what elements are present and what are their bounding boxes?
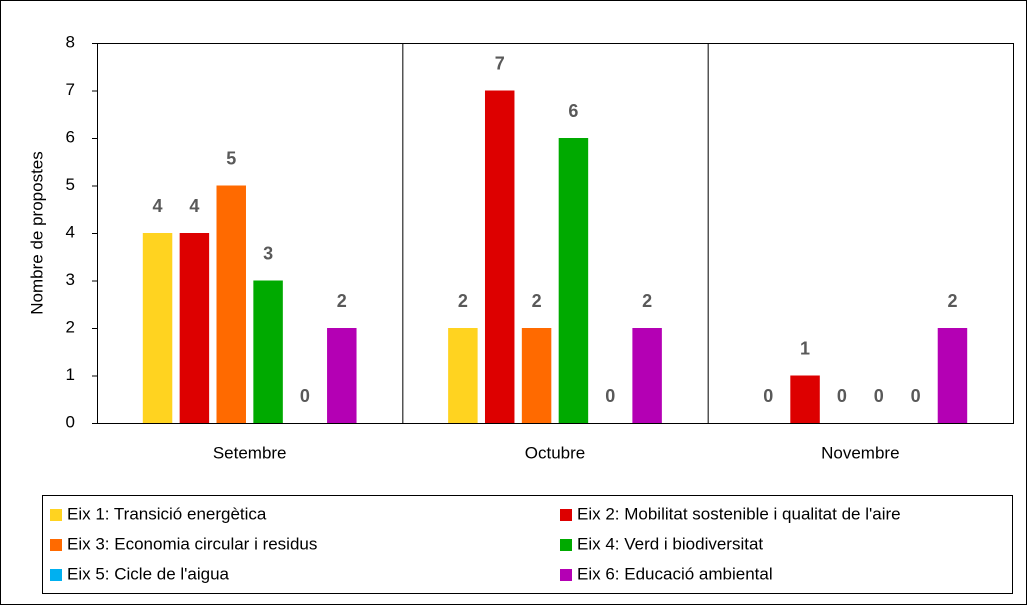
legend-label: Eix 1: Transició energètica: [67, 504, 267, 523]
data-label: 4: [189, 196, 199, 216]
data-label: 0: [874, 386, 884, 406]
legend-label: Eix 4: Verd i biodiversitat: [577, 534, 763, 553]
legend-label: Eix 6: Educació ambiental: [577, 564, 773, 583]
legend-label: Eix 2: Mobilitat sostenible i qualitat d…: [577, 504, 901, 523]
x-tick-label: Novembre: [821, 443, 899, 462]
y-tick-label: 7: [66, 80, 75, 99]
legend-swatch: [50, 569, 62, 581]
legend-label: Eix 3: Economia circular i residus: [67, 534, 317, 553]
bar: [937, 328, 968, 423]
y-tick-label: 5: [66, 175, 75, 194]
data-label: 3: [263, 243, 273, 263]
bar: [142, 233, 173, 423]
data-label: 2: [532, 291, 542, 311]
legend-swatch: [50, 509, 62, 521]
y-tick-label: 8: [66, 32, 75, 51]
data-label: 0: [911, 386, 921, 406]
bar: [484, 90, 515, 423]
y-tick-label: 0: [66, 412, 75, 431]
y-tick-label: 1: [66, 365, 75, 384]
y-tick-label: 4: [66, 222, 75, 241]
data-label: 0: [837, 386, 847, 406]
y-tick-label: 3: [66, 270, 75, 289]
data-label: 2: [947, 291, 957, 311]
data-label: 7: [495, 53, 505, 73]
y-axis-label: Nombre de propostes: [27, 151, 46, 314]
data-label: 0: [300, 386, 310, 406]
legend-swatch: [560, 539, 572, 551]
bar: [558, 138, 589, 423]
bar: [521, 328, 552, 423]
x-tick-label: Setembre: [213, 443, 287, 462]
data-label: 4: [153, 196, 163, 216]
legend-label: Eix 5: Cicle de l'aigua: [67, 564, 230, 583]
y-tick-label: 2: [66, 317, 75, 336]
data-label: 1: [800, 338, 810, 358]
data-label: 0: [605, 386, 615, 406]
plot-border: [97, 43, 1014, 424]
data-label: 2: [337, 291, 347, 311]
legend-border: [42, 495, 1013, 594]
data-label: 2: [458, 291, 468, 311]
data-label: 5: [226, 148, 236, 168]
legend-swatch: [560, 569, 572, 581]
data-label: 6: [568, 101, 578, 121]
data-label: 2: [642, 291, 652, 311]
bar: [632, 328, 662, 423]
x-tick-label: Octubre: [525, 443, 585, 462]
y-tick-label: 6: [66, 127, 75, 146]
legend-swatch: [50, 539, 62, 551]
bar: [253, 280, 283, 423]
legend-swatch: [560, 509, 572, 521]
bar: [790, 375, 820, 423]
bar: [327, 328, 357, 423]
bar: [216, 185, 246, 423]
data-label: 0: [763, 386, 773, 406]
bar: [448, 328, 478, 423]
bar: [179, 233, 210, 423]
